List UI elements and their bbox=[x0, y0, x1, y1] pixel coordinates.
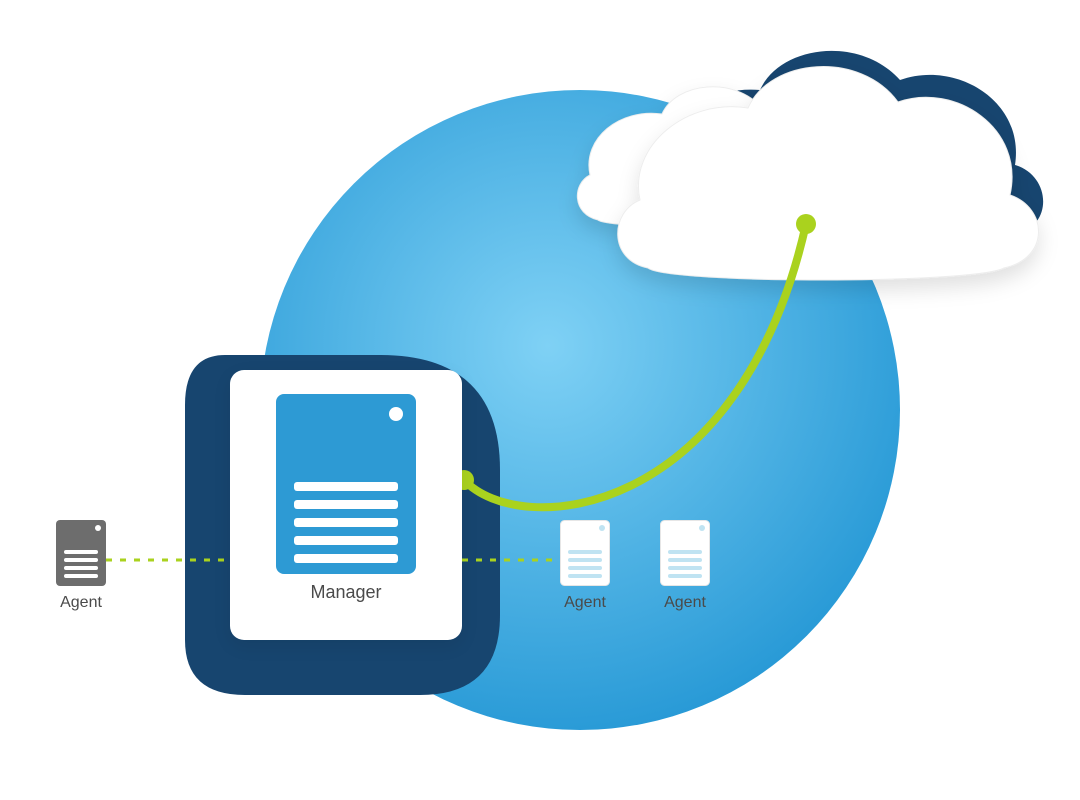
agent-document-icon bbox=[560, 520, 610, 586]
agent-right-node: Agent bbox=[660, 520, 710, 612]
background-layer bbox=[0, 0, 1080, 800]
manager-label: Manager bbox=[310, 582, 381, 603]
manager-node: Manager bbox=[230, 370, 462, 640]
agent-document-icon bbox=[660, 520, 710, 586]
agent-left-label: Agent bbox=[60, 594, 102, 612]
manager-document-icon bbox=[276, 394, 416, 574]
agent-mid-label: Agent bbox=[564, 594, 606, 612]
diagram-canvas: Manager Agent Agent bbox=[0, 0, 1080, 800]
agent-mid-node: Agent bbox=[560, 520, 610, 612]
agent-right-label: Agent bbox=[664, 594, 706, 612]
agent-document-icon bbox=[56, 520, 106, 586]
agent-left-node: Agent bbox=[56, 520, 106, 612]
connector-endpoint-cloud bbox=[796, 214, 816, 234]
